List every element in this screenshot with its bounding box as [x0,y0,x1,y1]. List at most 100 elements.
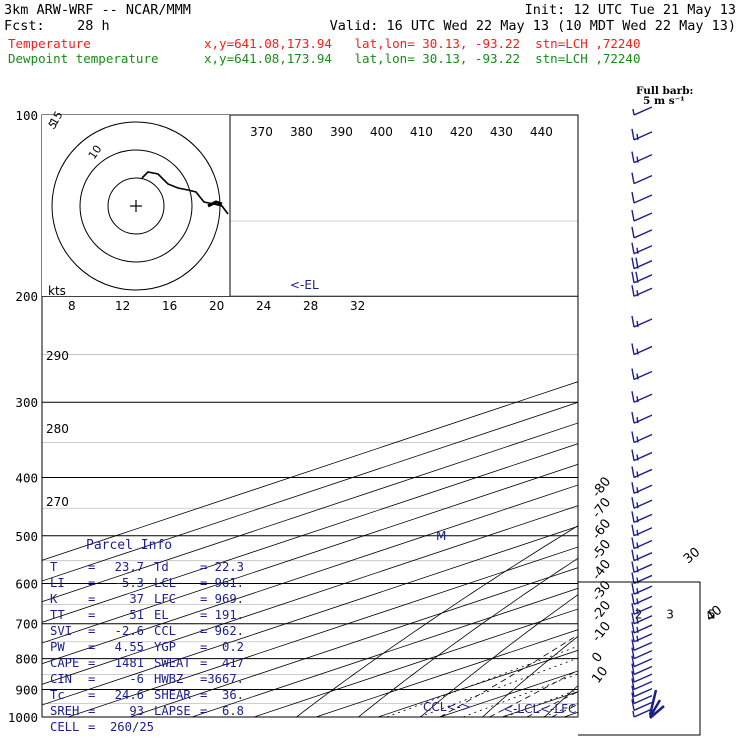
wind-barb-flag [631,449,635,461]
parcel-info-value: 22.3 [214,560,244,574]
wind-barb-flag [635,257,639,269]
wind-barb [633,260,653,270]
wind-barb [633,393,653,403]
pressure-label: 100 [15,108,38,123]
dry-adiabat [544,685,578,717]
pressure-label: 800 [15,652,38,667]
parcel-info-equals: = [88,576,96,590]
parcel-info-equals: = [88,720,96,734]
dry-adiabat [482,635,578,717]
isotherm-label: -10 [589,619,614,645]
parcel-info-equals: = [200,704,208,718]
parcel-info-value: 417 [221,656,244,670]
moist-adiabat [601,296,740,717]
parcel-info-equals: = [88,624,96,638]
wind-barb-flag [631,593,635,605]
parcel-info-label: SHEAR [154,688,191,702]
moist-adiabat [651,296,740,717]
pressure-label: 900 [15,682,38,697]
wind-barb-flag [636,436,639,443]
barb-key-title: Full barb: [636,85,693,97]
parcel-info-label: CIN [50,672,73,686]
hodograph-ring [107,177,165,235]
parcel-info-label: Td [154,560,169,574]
wind-barb-flag [631,151,635,163]
wind-barb [633,154,653,164]
parcel-info-title: Parcel Info [86,538,173,553]
pressure-label: 400 [15,470,38,485]
pressure-label: 300 [15,395,38,410]
wind-speed-label: 12 [115,299,130,313]
isotherm [42,401,578,582]
wind-barb-flag [631,549,635,561]
wind-barb [633,274,653,284]
wind-barb-flag [636,516,639,523]
wind-barb-flag [636,373,639,380]
parcel-info-equals: = [88,656,96,670]
parcel-info-equals: = [88,640,96,654]
mixing-ratio-line [419,657,578,717]
parcel-info-value: 191. [214,608,244,622]
wind-barb-flag [636,454,639,461]
wind-barb [633,229,653,239]
isotherm [42,443,578,623]
parcel-info-label: LAPSE [154,704,191,718]
dry-adiabat [731,115,740,717]
hodograph-ring-label: 15 [47,109,65,128]
wind-barb [633,174,653,185]
wind-barb-flag [631,685,635,697]
wind-barb-flag [631,639,635,651]
barb-speed-label: 30 [681,545,703,567]
parcel-info-value: -5.3 [114,576,144,590]
wind-barb [633,585,653,595]
wind-barb [633,680,653,691]
wind-barb [633,318,653,328]
wind-barb [633,687,653,698]
wind-barb-flag [631,603,635,615]
wind-speed-label: 16 [162,299,177,313]
wind-speed-label: 28 [303,299,318,313]
theta-label: 430 [490,125,513,139]
dry-adiabat [296,525,578,717]
parcel-info-label: LFC [154,592,177,606]
lcl-label: <-LCL [503,702,539,716]
parcel-info-equals: = [200,688,208,702]
wind-barb-flag [631,699,635,711]
plot-frame [41,114,579,718]
parcel-info-label: SWEAT [154,656,191,670]
wind-barb [633,414,653,424]
moist-adiabat [489,669,578,717]
wind-barb-flag [631,621,635,634]
parcel-info-equals: = [200,656,208,670]
mixing-ratio-label: 5 [708,608,716,622]
dewpoint-legend: Dewpoint temperature [8,51,159,66]
wind-barb-flag [636,566,639,573]
wind-barb-flag [636,502,639,509]
parcel-info-label: Tc [50,688,65,702]
parcel-info-value: 93 [129,704,144,718]
parcel-info-value: 3667. [207,672,244,686]
parcel-info-equals: = [200,624,208,638]
wind-barb-flag [631,343,635,355]
parcel-info-label: K [50,592,58,606]
wind-barb [633,624,653,634]
wind-barb-flag [631,692,635,704]
parcel-info-equals: = [200,608,208,622]
parcel-info-value: -2.6 [114,624,144,638]
wind-barb-flag [631,285,635,297]
isotherm [377,649,578,717]
valid-time: Valid: 16 UTC Wed 22 May 13 (10 MDT Wed … [329,18,736,34]
wind-barb [633,287,653,297]
wind-barb [633,345,653,356]
wind-speed-label: 8 [68,299,76,313]
isotherm-label: 0 [589,650,606,666]
wind-barb [633,433,653,444]
mixing-ratio-line [593,583,740,717]
moist-adiabat [439,634,578,717]
parcel-info-panel: Parcel Info = T 23.7 Td = 22.3 = LI -5.3 LCL = 961. =… [44,538,244,734]
parcel-info-value: 962. [214,624,244,638]
el-label: <-EL [290,278,319,292]
wind-barb-flag [631,226,635,239]
wind-barb-flag [636,133,639,141]
